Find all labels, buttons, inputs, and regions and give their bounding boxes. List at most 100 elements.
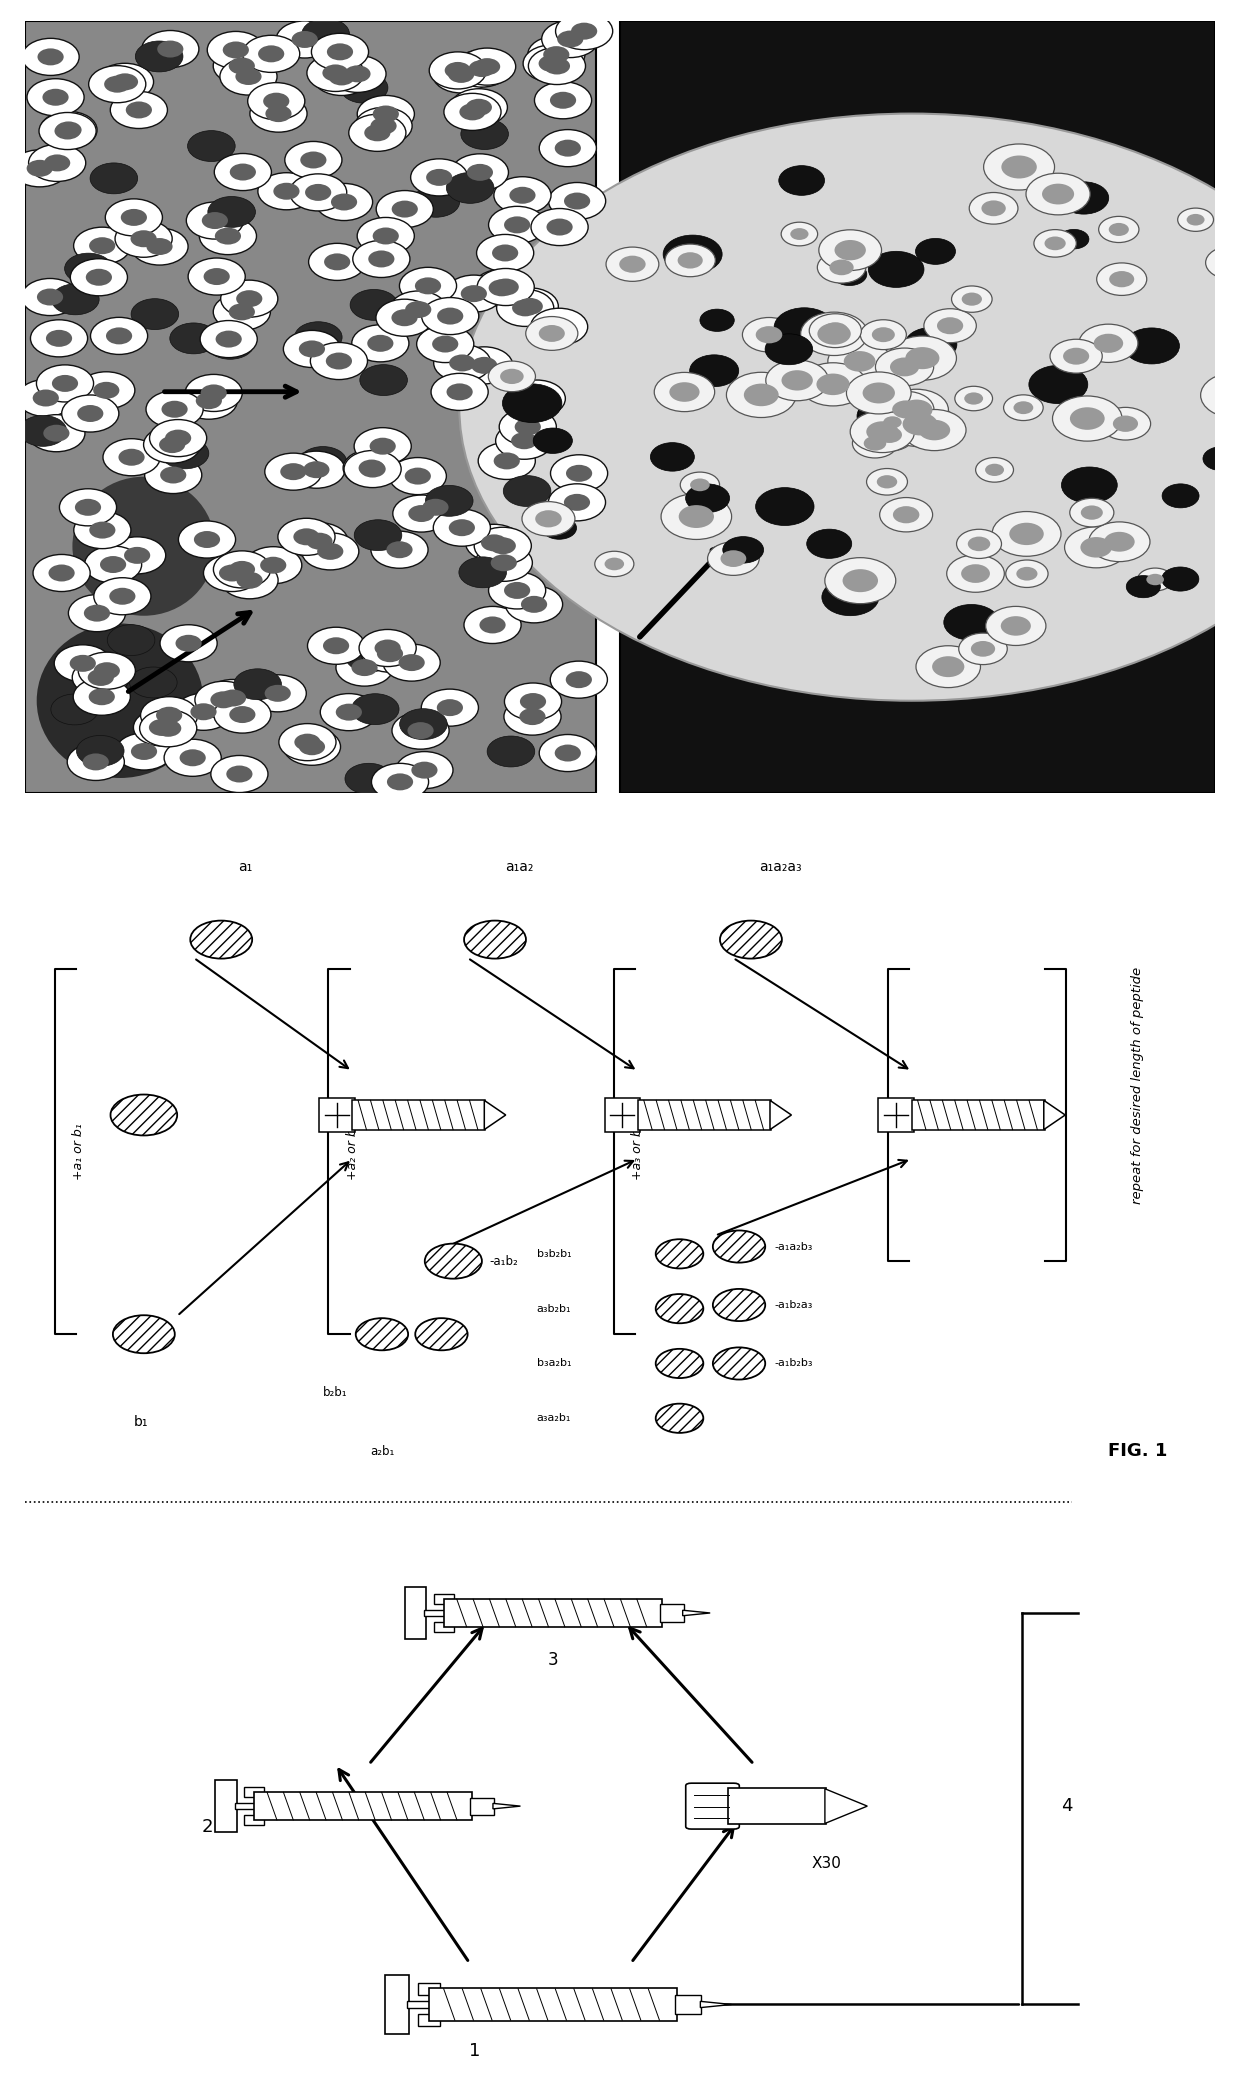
Text: a₂b₁: a₂b₁ xyxy=(370,1445,394,1457)
Circle shape xyxy=(515,418,541,436)
FancyBboxPatch shape xyxy=(25,21,596,793)
Circle shape xyxy=(651,443,694,472)
Circle shape xyxy=(336,649,393,687)
Circle shape xyxy=(387,773,413,791)
Circle shape xyxy=(229,163,255,180)
Circle shape xyxy=(203,555,260,591)
Circle shape xyxy=(48,564,74,580)
Circle shape xyxy=(531,309,588,345)
FancyBboxPatch shape xyxy=(434,1622,454,1633)
Circle shape xyxy=(104,75,130,92)
Circle shape xyxy=(992,512,1061,555)
Circle shape xyxy=(565,466,593,482)
Circle shape xyxy=(501,288,558,326)
Circle shape xyxy=(551,92,577,109)
Circle shape xyxy=(365,125,391,142)
Circle shape xyxy=(89,65,146,102)
Circle shape xyxy=(1089,522,1149,562)
Circle shape xyxy=(1123,328,1179,363)
Circle shape xyxy=(55,645,112,683)
Circle shape xyxy=(481,535,507,551)
Circle shape xyxy=(124,547,150,564)
Circle shape xyxy=(130,230,156,246)
Circle shape xyxy=(1059,182,1109,215)
Circle shape xyxy=(351,693,399,725)
Circle shape xyxy=(900,399,932,420)
Circle shape xyxy=(1001,616,1030,635)
Text: b₁: b₁ xyxy=(134,1416,149,1428)
Circle shape xyxy=(105,198,162,236)
Circle shape xyxy=(345,65,371,81)
Circle shape xyxy=(723,537,764,564)
Text: 4: 4 xyxy=(1060,1798,1073,1814)
Circle shape xyxy=(228,58,255,75)
Circle shape xyxy=(93,382,119,399)
Circle shape xyxy=(140,710,197,748)
Circle shape xyxy=(317,543,343,560)
Circle shape xyxy=(37,48,63,65)
Circle shape xyxy=(73,512,131,549)
Circle shape xyxy=(97,63,154,100)
Circle shape xyxy=(790,228,808,240)
FancyBboxPatch shape xyxy=(675,1994,702,2015)
FancyBboxPatch shape xyxy=(352,1100,486,1130)
Circle shape xyxy=(196,393,222,409)
Circle shape xyxy=(161,401,187,418)
Circle shape xyxy=(206,328,254,359)
Circle shape xyxy=(1146,574,1164,585)
Circle shape xyxy=(144,426,201,464)
Circle shape xyxy=(387,541,413,557)
Circle shape xyxy=(229,562,255,578)
Circle shape xyxy=(919,420,950,441)
Circle shape xyxy=(1050,338,1102,374)
Circle shape xyxy=(1002,155,1037,177)
Circle shape xyxy=(727,372,796,418)
Circle shape xyxy=(477,269,534,305)
Circle shape xyxy=(399,708,448,739)
Circle shape xyxy=(542,516,577,539)
Circle shape xyxy=(180,750,206,766)
Circle shape xyxy=(329,54,386,92)
Circle shape xyxy=(140,697,197,733)
Circle shape xyxy=(1009,522,1044,545)
Circle shape xyxy=(412,186,460,217)
Circle shape xyxy=(492,244,518,261)
FancyBboxPatch shape xyxy=(434,1593,454,1604)
Circle shape xyxy=(377,645,403,662)
Text: -a₁b₂b₃: -a₁b₂b₃ xyxy=(775,1359,813,1368)
Circle shape xyxy=(449,355,475,372)
Circle shape xyxy=(73,228,130,265)
Circle shape xyxy=(284,330,341,367)
Circle shape xyxy=(84,606,110,622)
Text: repeat for desired length of peptide: repeat for desired length of peptide xyxy=(1131,967,1145,1205)
Circle shape xyxy=(531,209,588,246)
Circle shape xyxy=(46,330,72,347)
Polygon shape xyxy=(1044,1100,1065,1130)
Circle shape xyxy=(536,509,562,528)
Circle shape xyxy=(103,438,160,476)
Circle shape xyxy=(110,92,167,129)
Circle shape xyxy=(304,461,330,478)
FancyBboxPatch shape xyxy=(424,1610,454,1616)
Circle shape xyxy=(324,253,350,269)
Circle shape xyxy=(29,144,86,182)
Circle shape xyxy=(915,238,956,265)
Circle shape xyxy=(83,754,109,770)
Circle shape xyxy=(713,1230,765,1263)
Circle shape xyxy=(38,113,97,150)
Text: 2: 2 xyxy=(201,1819,213,1835)
FancyBboxPatch shape xyxy=(418,1984,440,1994)
Circle shape xyxy=(521,595,547,614)
Circle shape xyxy=(842,570,878,593)
Circle shape xyxy=(713,1288,765,1322)
Circle shape xyxy=(448,67,474,84)
Circle shape xyxy=(320,693,377,731)
Circle shape xyxy=(370,438,396,455)
Circle shape xyxy=(134,710,191,745)
Circle shape xyxy=(1100,407,1151,441)
Circle shape xyxy=(681,472,719,497)
Circle shape xyxy=(691,478,709,491)
Circle shape xyxy=(107,624,155,656)
Circle shape xyxy=(523,46,580,81)
Circle shape xyxy=(36,365,93,403)
